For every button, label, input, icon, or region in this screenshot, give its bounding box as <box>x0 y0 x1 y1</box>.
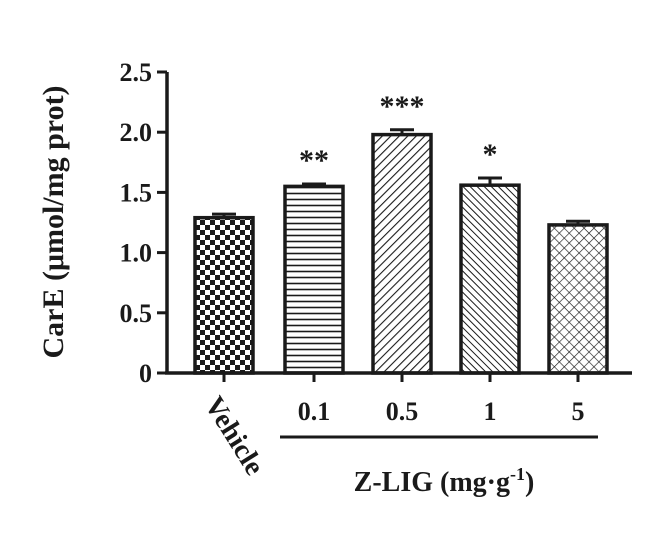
group-label: Z-LIG (mg·g-1) <box>354 464 535 498</box>
bar <box>371 132 433 375</box>
y-tick-label: 2.0 <box>120 118 153 147</box>
significance-label: ** <box>299 144 329 177</box>
x-tick-label: 1 <box>484 397 497 426</box>
x-tick-label: 0.1 <box>298 397 331 426</box>
y-tick-label: 1.5 <box>120 178 153 207</box>
bar <box>193 215 255 375</box>
group-label-end: ) <box>525 467 534 498</box>
x-tick-label: 0.5 <box>386 397 419 426</box>
y-tick-label: 2.5 <box>120 58 153 87</box>
y-tick-label: 1.0 <box>120 239 153 268</box>
plot-area: 0 0.5 1.0 1.5 2.0 2.5 Vehicle ** 0.1 *** 0.5 * 1 5 <box>120 58 609 481</box>
bar <box>283 184 345 375</box>
y-axis-label: CarE (μmol/mg prot) <box>37 85 70 358</box>
bar <box>459 183 521 375</box>
x-tick-label: Vehicle <box>198 391 270 480</box>
x-tick-label: 5 <box>572 397 585 426</box>
group-label-main: Z-LIG (mg·g <box>354 467 510 498</box>
bar <box>547 223 609 375</box>
y-tick-label: 0 <box>139 359 152 388</box>
y-tick-label: 0.5 <box>120 299 153 328</box>
significance-label: * <box>483 138 498 171</box>
significance-label: *** <box>380 90 425 123</box>
group-label-superscript: -1 <box>510 464 525 484</box>
